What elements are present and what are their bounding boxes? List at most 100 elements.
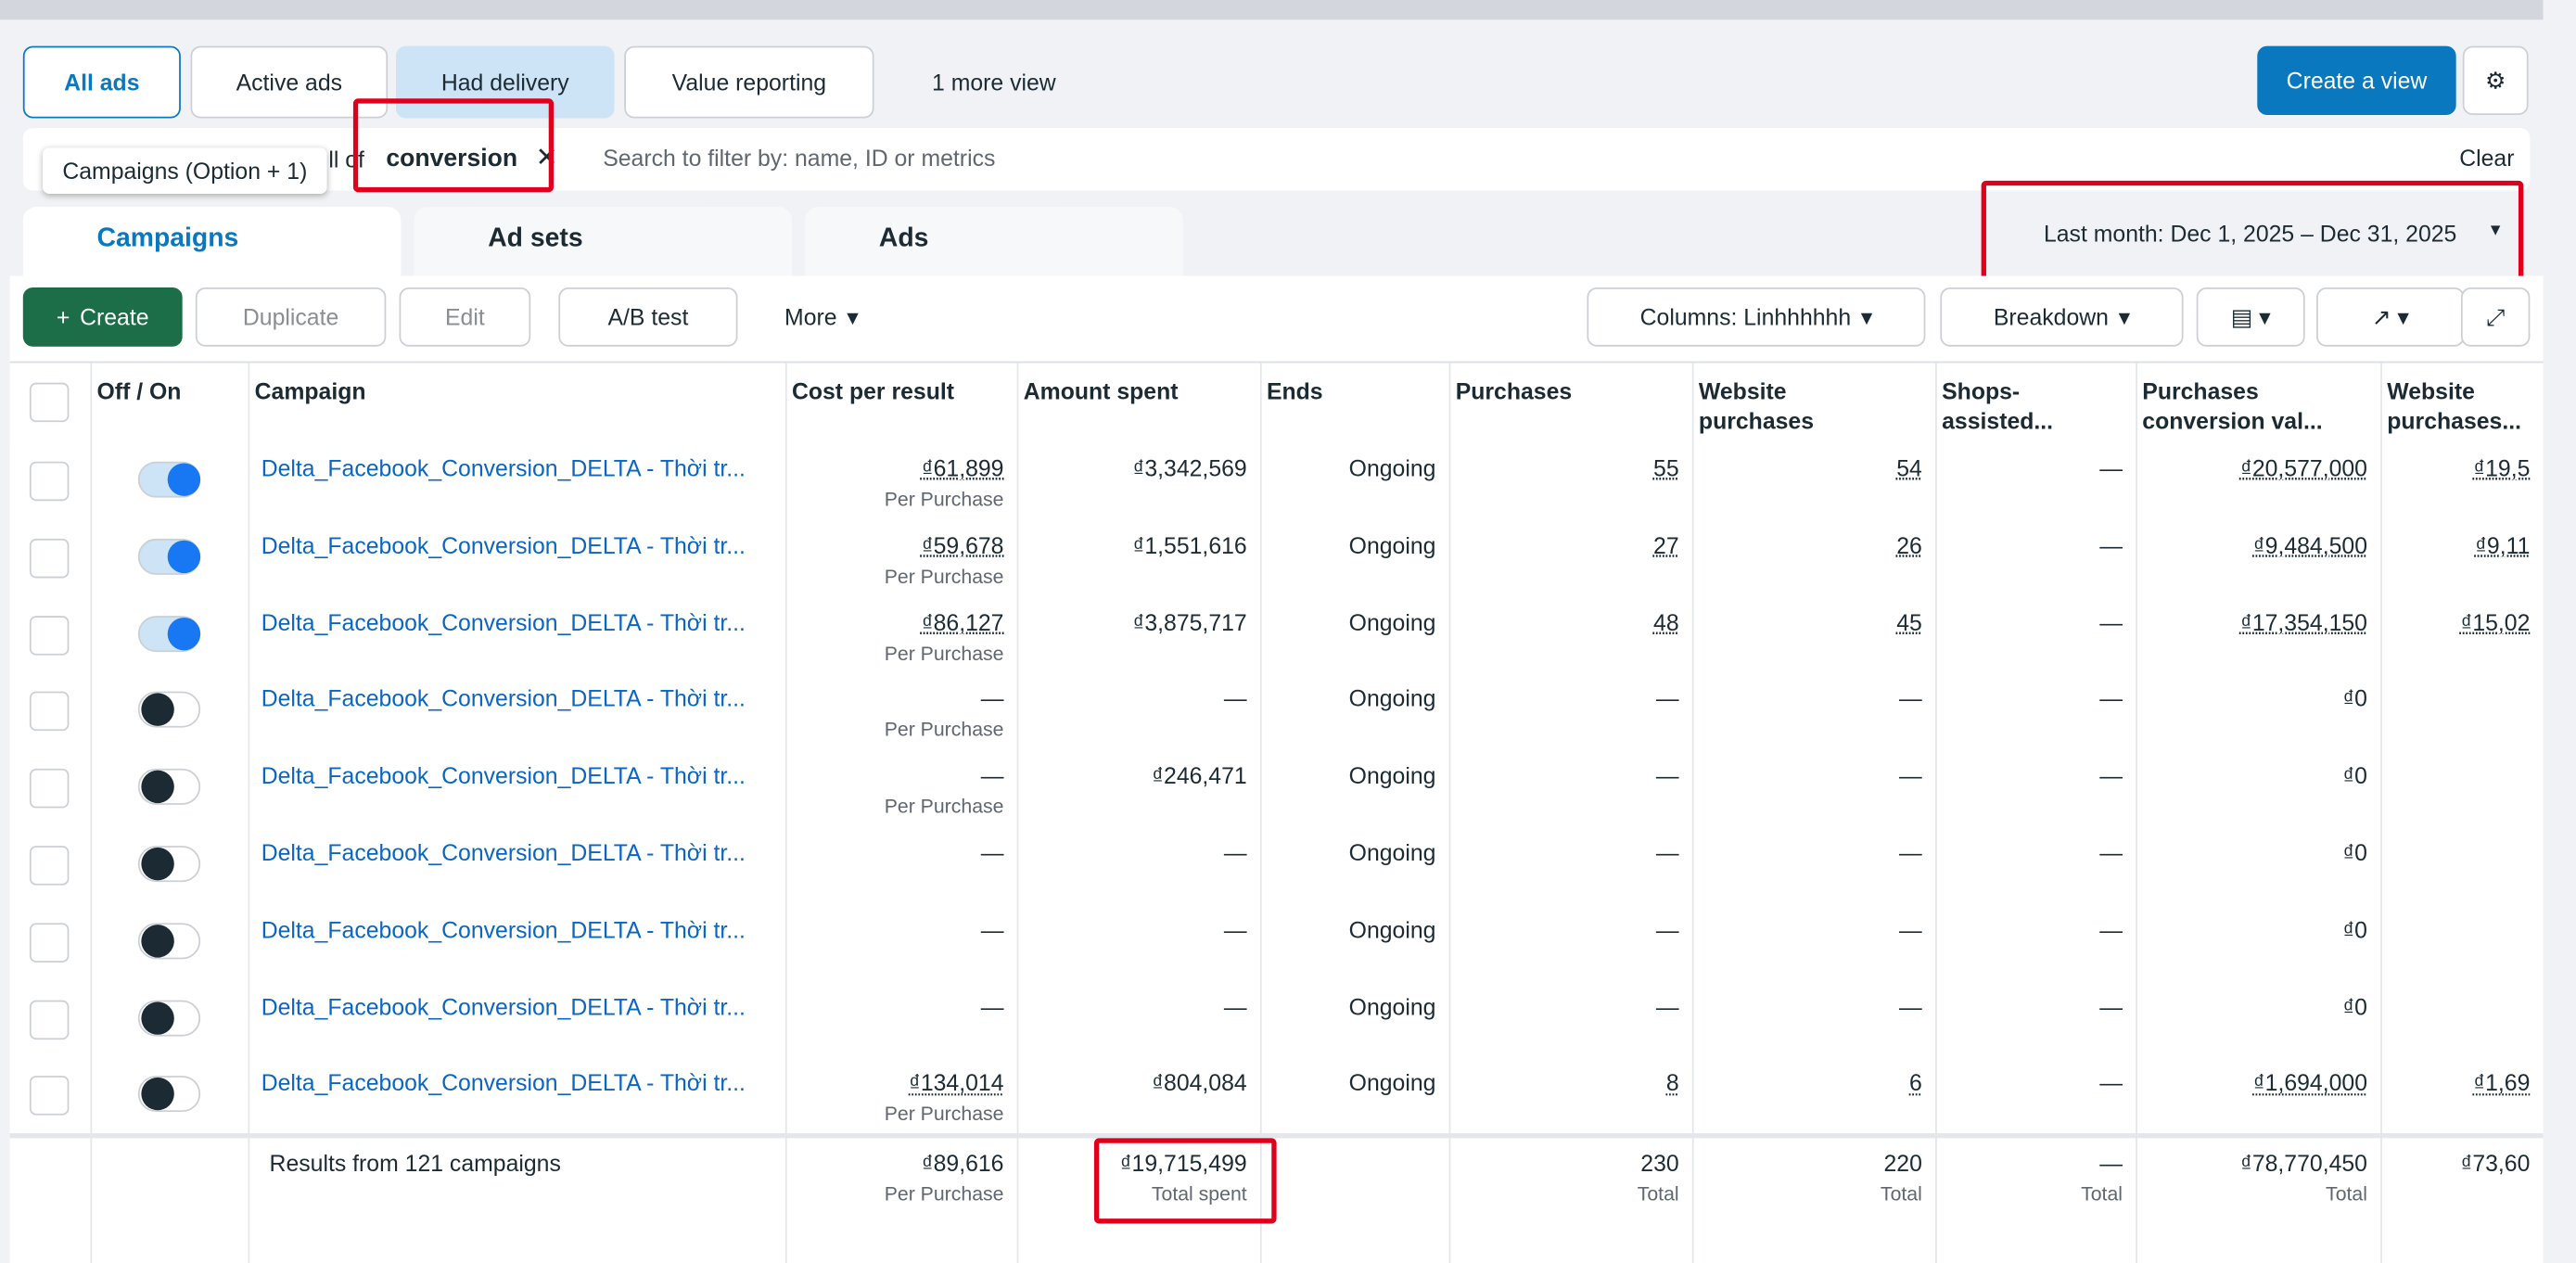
create-button[interactable]: + Create (22, 287, 183, 347)
column-header: Shops-assisted... (1942, 377, 2054, 434)
level-tab[interactable]: Ads (805, 207, 1183, 276)
campaign-link[interactable]: Delta_Facebook_Conversion_DELTA - Thời t… (261, 531, 746, 558)
toggle[interactable] (137, 846, 201, 883)
edit-button[interactable]: Edit (399, 287, 531, 347)
campaign-link[interactable]: Delta_Facebook_Conversion_DELTA - Thời t… (261, 915, 746, 943)
cell: ₫0 (2342, 839, 2367, 866)
settings-button[interactable]: ⚙ (2462, 45, 2529, 115)
cell: ₫0 (2342, 685, 2367, 712)
top-bar (0, 0, 2544, 20)
col-divider (1935, 363, 1937, 1263)
caret: ▼ (2487, 222, 2504, 240)
cell: 8 (1665, 1069, 1679, 1097)
campaign-link[interactable]: Delta_Facebook_Conversion_DELTA - Thời t… (261, 685, 746, 712)
toggle-knob (141, 770, 174, 804)
cell: ₫0 (2342, 915, 2367, 943)
level-tab[interactable]: Ad sets (414, 207, 792, 276)
export-button[interactable]: ↗ ▾ (2316, 287, 2465, 347)
row-checkbox[interactable] (29, 615, 70, 655)
cell: ₫3,342,569 (1132, 454, 1247, 481)
cell: ₫804,084 (1152, 1069, 1247, 1097)
cell: — (1899, 839, 1922, 866)
columns-button[interactable]: Columns: Linhhhhhh ▾ (1587, 287, 1926, 347)
row-checkbox[interactable] (29, 538, 70, 579)
search-input[interactable]: Search to filter by: name, ID or metrics (603, 144, 996, 172)
view-bar: All ads Active ads Had delivery Value repor… (22, 45, 1141, 119)
cell-note: Per Purchase (884, 718, 1004, 742)
cell: ₫9,11 (2475, 531, 2531, 558)
row-checkbox[interactable] (29, 461, 70, 502)
campaign-link[interactable]: Delta_Facebook_Conversion_DELTA - Thời t… (261, 608, 746, 635)
ab-test-button[interactable]: A/B test (558, 287, 738, 347)
cell: ₫17,354,150 (2240, 608, 2367, 635)
column-header: Website purchases... (2387, 377, 2522, 434)
campaign-link[interactable]: Delta_Facebook_Conversion_DELTA - Thời t… (261, 839, 746, 866)
row-checkbox[interactable] (29, 846, 70, 886)
col-divider (784, 363, 787, 1263)
toggle[interactable] (137, 615, 201, 652)
cell-note: Per Purchase (884, 488, 1004, 511)
row-checkbox[interactable] (29, 1076, 70, 1116)
level-tab[interactable]: Campaigns (22, 207, 402, 276)
row-checkbox[interactable] (29, 692, 70, 732)
toggle[interactable] (137, 923, 201, 959)
cell: — (2099, 762, 2123, 789)
cell: — (980, 992, 1004, 1020)
tooltip: Campaigns (Option + 1) (43, 147, 327, 194)
toggle[interactable] (137, 769, 201, 806)
filter-bar (22, 128, 2531, 191)
toggle[interactable] (137, 692, 201, 729)
col-divider (248, 363, 250, 1263)
view-tab[interactable]: Active ads (190, 45, 389, 119)
footer-note: Total (2326, 1182, 2367, 1206)
cell: — (2099, 531, 2123, 558)
toggle[interactable] (137, 461, 201, 498)
date-picker[interactable]: Last month: Dec 1, 2025 – Dec 31, 2025 (2043, 220, 2457, 247)
clear-button[interactable]: Clear (2459, 144, 2515, 172)
report-button[interactable]: ▤ ▾ (2196, 287, 2305, 347)
row-checkbox[interactable] (29, 769, 70, 809)
cell: ₫3,875,717 (1132, 608, 1247, 635)
tab-bar: Campaigns Ad sets Ads (22, 207, 1190, 276)
campaign-link[interactable]: Delta_Facebook_Conversion_DELTA - Thời t… (261, 992, 746, 1020)
col-divider (2136, 363, 2137, 1263)
cell: 26 (1896, 531, 1922, 558)
view-tab[interactable]: Had delivery (395, 45, 615, 119)
footer-note: Total (1637, 1182, 1679, 1206)
view-tab[interactable]: Value reporting (624, 45, 874, 119)
table: Off / On Campaign Cost per result Amount sp… (9, 361, 2544, 1263)
row-checkbox[interactable] (29, 999, 70, 1040)
view-tab[interactable]: All ads (22, 45, 181, 119)
cell: — (1899, 762, 1922, 789)
cell: ₫15,02 (2460, 608, 2531, 635)
cell: Ongoing (1348, 685, 1436, 712)
cell-note: Per Purchase (884, 795, 1004, 819)
campaign-link[interactable]: Delta_Facebook_Conversion_DELTA - Thời t… (261, 454, 746, 481)
toggle[interactable] (137, 999, 201, 1036)
cell: — (2099, 992, 2123, 1020)
label: Columns: Linhhhhhh (1639, 303, 1852, 330)
chart-button[interactable]: ⤢ (2460, 287, 2531, 347)
cell: ₫9,484,500 (2252, 531, 2367, 558)
toggle[interactable] (137, 1076, 201, 1113)
footer-note: Total (2081, 1182, 2123, 1206)
cell: — (2099, 1069, 2123, 1097)
column-header: Amount spent (1023, 377, 1179, 404)
campaign-link[interactable]: Delta_Facebook_Conversion_DELTA - Thời t… (261, 762, 746, 789)
duplicate-button[interactable]: Duplicate (195, 287, 387, 347)
create-view-button[interactable]: Create a view (2257, 45, 2456, 115)
breakdown-button[interactable]: Breakdown ▾ (1940, 287, 2184, 347)
more-button[interactable]: More ▾ (755, 287, 887, 347)
cell-note: Per Purchase (884, 641, 1004, 665)
row-checkbox[interactable] (29, 923, 70, 963)
cell: — (1655, 915, 1679, 943)
cell: ₫61,899 (921, 454, 1004, 481)
footer-label: Results from 121 campaigns (269, 1150, 561, 1177)
toggle[interactable] (137, 538, 201, 575)
column-header: Cost per result (791, 377, 955, 404)
label: More (784, 303, 837, 330)
campaign-link[interactable]: Delta_Facebook_Conversion_DELTA - Thời t… (261, 1069, 746, 1097)
view-tab[interactable]: 1 more view (932, 69, 1056, 96)
